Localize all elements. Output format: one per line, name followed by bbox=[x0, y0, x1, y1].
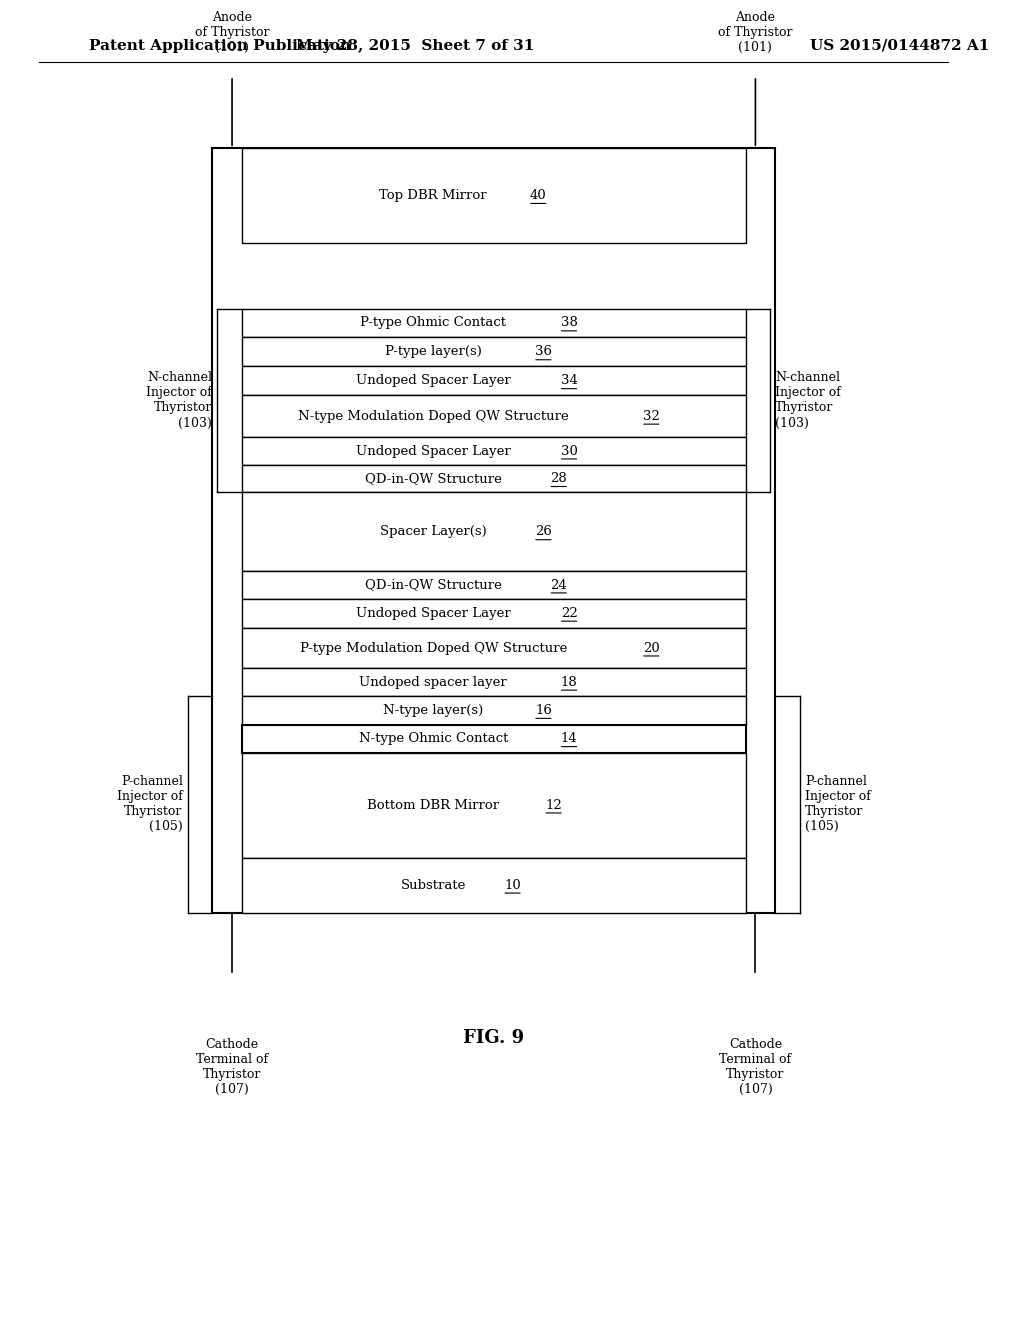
Text: 40: 40 bbox=[529, 189, 547, 202]
Text: Undoped spacer layer: Undoped spacer layer bbox=[359, 676, 507, 689]
Text: Anode
of Thyristor
(101): Anode of Thyristor (101) bbox=[718, 11, 793, 54]
Text: 24: 24 bbox=[551, 578, 567, 591]
Text: FIG. 9: FIG. 9 bbox=[463, 1028, 524, 1047]
Text: N-channel
Injector of
Thyristor
(103): N-channel Injector of Thyristor (103) bbox=[146, 371, 212, 429]
Text: 14: 14 bbox=[561, 733, 578, 746]
Bar bbox=[242, 752, 745, 858]
Text: Patent Application Publication: Patent Application Publication bbox=[89, 38, 351, 53]
Text: Cathode
Terminal of
Thyristor
(107): Cathode Terminal of Thyristor (107) bbox=[196, 1038, 268, 1096]
Text: N-type Modulation Doped QW Structure: N-type Modulation Doped QW Structure bbox=[298, 409, 568, 422]
Text: Undoped Spacer Layer: Undoped Spacer Layer bbox=[356, 607, 511, 620]
Text: Top DBR Mirror: Top DBR Mirror bbox=[380, 189, 487, 202]
Bar bbox=[242, 148, 745, 243]
Text: 36: 36 bbox=[535, 346, 552, 359]
Text: P-channel
Injector of
Thyristor
(105): P-channel Injector of Thyristor (105) bbox=[805, 775, 870, 833]
Text: Undoped Spacer Layer: Undoped Spacer Layer bbox=[356, 375, 511, 387]
Text: 18: 18 bbox=[561, 676, 578, 689]
Text: Substrate: Substrate bbox=[400, 879, 466, 892]
Bar bbox=[242, 668, 745, 696]
Text: N-type layer(s): N-type layer(s) bbox=[383, 704, 483, 717]
Text: 10: 10 bbox=[504, 879, 521, 892]
Text: US 2015/0144872 A1: US 2015/0144872 A1 bbox=[810, 38, 989, 53]
Text: 20: 20 bbox=[643, 642, 659, 655]
Text: 26: 26 bbox=[535, 525, 552, 539]
Text: Cathode
Terminal of
Thyristor
(107): Cathode Terminal of Thyristor (107) bbox=[719, 1038, 792, 1096]
Text: 22: 22 bbox=[561, 607, 578, 620]
Bar bbox=[242, 725, 745, 752]
Bar bbox=[242, 858, 745, 913]
Text: 12: 12 bbox=[546, 799, 562, 812]
Text: 30: 30 bbox=[561, 445, 578, 458]
Text: 32: 32 bbox=[643, 409, 659, 422]
Bar bbox=[242, 367, 745, 395]
Bar bbox=[242, 696, 745, 725]
Text: 34: 34 bbox=[561, 375, 578, 387]
Text: P-type layer(s): P-type layer(s) bbox=[385, 346, 481, 359]
Bar bbox=[242, 309, 745, 338]
Text: Undoped Spacer Layer: Undoped Spacer Layer bbox=[356, 445, 511, 458]
Text: May 28, 2015  Sheet 7 of 31: May 28, 2015 Sheet 7 of 31 bbox=[296, 38, 534, 53]
Text: QD-in-QW Structure: QD-in-QW Structure bbox=[365, 578, 502, 591]
Text: Spacer Layer(s): Spacer Layer(s) bbox=[380, 525, 486, 539]
Bar bbox=[242, 395, 745, 437]
Bar bbox=[242, 492, 745, 572]
Bar bbox=[242, 465, 745, 492]
Text: N-type Ohmic Contact: N-type Ohmic Contact bbox=[358, 733, 508, 746]
Text: N-channel
Injector of
Thyristor
(103): N-channel Injector of Thyristor (103) bbox=[775, 371, 841, 429]
Text: P-type Ohmic Contact: P-type Ohmic Contact bbox=[360, 317, 506, 330]
Bar bbox=[242, 628, 745, 668]
Bar bbox=[242, 572, 745, 599]
Text: P-channel
Injector of
Thyristor
(105): P-channel Injector of Thyristor (105) bbox=[117, 775, 182, 833]
Bar bbox=[242, 437, 745, 465]
Text: Bottom DBR Mirror: Bottom DBR Mirror bbox=[368, 799, 500, 812]
Text: 28: 28 bbox=[551, 473, 567, 486]
Bar bbox=[242, 599, 745, 628]
Text: QD-in-QW Structure: QD-in-QW Structure bbox=[365, 473, 502, 486]
Text: P-type Modulation Doped QW Structure: P-type Modulation Doped QW Structure bbox=[300, 642, 567, 655]
Bar bbox=[242, 338, 745, 367]
Bar bbox=[212, 148, 775, 913]
Text: Anode
of Thyristor
(101): Anode of Thyristor (101) bbox=[195, 11, 269, 54]
Text: 38: 38 bbox=[561, 317, 578, 330]
Text: 16: 16 bbox=[535, 704, 552, 717]
